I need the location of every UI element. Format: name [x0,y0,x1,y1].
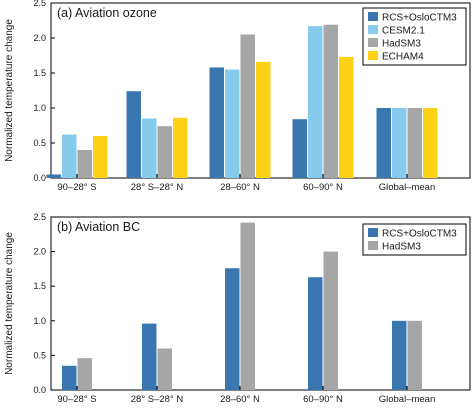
bar [323,24,338,179]
bar [392,108,407,178]
bar [392,320,407,390]
legend-label: CESM2.1 [382,26,425,37]
chart-panel-b: 0.0 0.5 1.0 1.5 2.0 2.5 Normalized temperature… [4,212,471,405]
x-tick-label: 28–60° N [220,394,260,405]
legend-label: RCS+OsloCTM3 [382,13,457,24]
bar [240,222,255,390]
bar [142,323,157,390]
bar [77,150,92,178]
y-tick-label: 1.5 [33,281,46,291]
bar [62,134,77,178]
legend-swatch [368,12,378,21]
y-tick-label: 1.0 [33,316,46,326]
legend-swatch [368,241,378,250]
bar [62,365,77,390]
panel-title: (a) Aviation ozone [57,6,157,20]
y-tick-label: 1.5 [33,68,46,78]
bar [225,268,240,390]
x-tick-label: Global–mean [379,394,436,405]
y-tick-label: 0.5 [33,350,46,360]
bar [240,34,255,178]
legend-label: ECHAM4 [382,52,424,63]
y-axis-title: Normalized temperature change [4,232,15,375]
bar [77,358,92,390]
y-tick-label: 2.0 [33,247,46,257]
legend-label: HadSM3 [382,242,421,253]
bar [292,119,307,178]
plot-frame [50,216,471,391]
bar [93,136,108,178]
legend-label: HadSM3 [382,39,421,50]
x-tick-label: 60–90° N [303,182,343,193]
bar [142,118,157,178]
legend-label: RCS+OsloCTM3 [382,229,457,240]
legend-box [362,7,467,66]
bar [308,277,323,390]
legend-swatch [368,228,378,237]
x-tick-label: 60–90° N [303,394,343,405]
bar [308,26,323,178]
bar [407,108,422,178]
legend-swatch [368,38,378,47]
bar [376,108,391,178]
bar [46,174,61,178]
x-tick-label: 90–28° S [57,182,96,193]
legend-box [362,223,467,256]
y-tick-label: 0.5 [33,138,46,148]
bar [256,61,271,178]
bar [173,117,188,178]
y-axis-title: Normalized temperature change [4,19,15,162]
panel-title: (b) Aviation BC [57,220,140,234]
bar [126,91,141,178]
bar [157,126,172,178]
x-tick-label: Global–mean [379,182,436,193]
bar [323,251,338,390]
y-tick-label: 0.0 [33,385,46,395]
bar [407,320,422,390]
x-tick-label: 28° S–28° N [131,394,184,405]
y-tick-label: 0.0 [33,173,46,183]
y-tick-label: 2.5 [33,212,46,222]
chart-panel-a: 0.0 0.5 1.0 1.5 2.0 2.5 Normalized temperature… [4,0,471,193]
legend-swatch [368,51,378,60]
bar [209,67,224,178]
x-tick-label: 28–60° N [220,182,260,193]
bar [225,69,240,178]
x-tick-label: 90–28° S [57,394,96,405]
legend-swatch [368,25,378,34]
y-tick-label: 1.0 [33,103,46,113]
y-tick-label: 2.0 [33,33,46,43]
bar [339,56,354,178]
y-tick-label: 2.5 [33,0,46,8]
bar [423,108,438,178]
bar [157,348,172,390]
x-tick-label: 28° S–28° N [131,182,184,193]
